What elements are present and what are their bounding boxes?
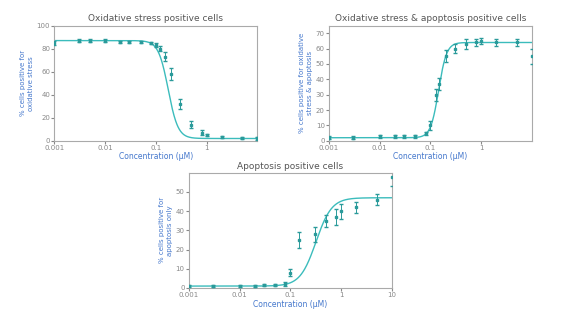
X-axis label: Concentration (μM): Concentration (μM) xyxy=(394,152,467,161)
Y-axis label: % cells positive for
apoptosis only: % cells positive for apoptosis only xyxy=(159,197,173,263)
X-axis label: Concentration (μM): Concentration (μM) xyxy=(253,300,327,308)
X-axis label: Concentration (μM): Concentration (μM) xyxy=(119,152,193,161)
Y-axis label: % cells positive for
oxidative stress: % cells positive for oxidative stress xyxy=(20,50,34,116)
Title: Oxidative stress & apoptosis positive cells: Oxidative stress & apoptosis positive ce… xyxy=(335,14,526,23)
Title: Apoptosis positive cells: Apoptosis positive cells xyxy=(237,162,343,171)
Title: Oxidative stress positive cells: Oxidative stress positive cells xyxy=(88,14,224,23)
Y-axis label: % cells positive for oxidative
stress & apoptosis: % cells positive for oxidative stress & … xyxy=(299,33,313,133)
